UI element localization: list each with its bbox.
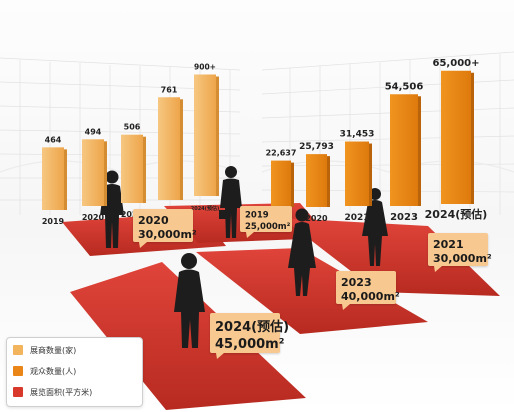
badge-year: 2024(预估): [215, 319, 289, 335]
badge-year: 2019: [245, 211, 269, 221]
area-badge-2024: 2024(预估) 45,000m²: [210, 313, 289, 359]
legend-swatch: [13, 345, 23, 355]
data-label: 65,000+: [433, 58, 480, 69]
category-label: 2024(预估): [191, 205, 220, 212]
legend-swatch: [13, 366, 23, 376]
data-label: 54,506: [385, 81, 424, 92]
data-label: 494: [85, 127, 102, 136]
badge-year: 2023: [341, 276, 372, 289]
badge-pointer: [246, 232, 254, 238]
category-label: 2024(预估): [425, 207, 488, 221]
legend-label: 展览面积(平方米): [30, 387, 93, 397]
bar-side-shade: [471, 72, 474, 204]
bar-visitors: [345, 141, 369, 206]
bars-layer: [42, 70, 474, 210]
area-badges: 202030,000m²201925,000m²202130,000m²2023…: [133, 206, 492, 359]
bar-side-shade: [180, 99, 183, 200]
legend-item-visitors: 观众数量(人): [7, 362, 142, 380]
badge-background: [428, 233, 488, 266]
badge-area: 45,000m²: [215, 337, 284, 352]
bar-visitors: [271, 160, 291, 207]
bar-exhibitors: [42, 147, 64, 210]
bar-exhibitors: [158, 97, 180, 200]
bar-side-shade: [104, 141, 107, 206]
badge-pointer: [139, 242, 147, 248]
badge-background: [336, 271, 396, 304]
carpet-2023: [196, 248, 428, 334]
legend: 展商数量(家) 观众数量(人) 展览面积(平方米): [6, 337, 143, 407]
badge-year: 2021: [433, 238, 464, 251]
category-label: 2021: [121, 210, 144, 219]
badge-pointer: [216, 353, 224, 359]
bar-side-shade: [327, 156, 330, 207]
bar-side-shade: [369, 143, 372, 206]
badge-area: 40,000m²: [341, 290, 400, 303]
legend-item-exhibitors: 展商数量(家): [7, 341, 142, 359]
bar-side-shade: [291, 162, 294, 207]
category-label: 2020: [305, 214, 328, 223]
category-label: 2020: [82, 213, 105, 222]
bar-side-shade: [143, 136, 146, 203]
category-label: 2023: [390, 212, 418, 223]
data-label: 900+: [194, 63, 216, 72]
legend-label: 观众数量(人): [30, 366, 77, 376]
category-label: 2021: [344, 213, 369, 223]
badge-area: 30,000m²: [138, 228, 197, 241]
bar-visitors: [306, 154, 327, 207]
bar-exhibitors: [82, 139, 104, 206]
data-label: 22,637: [266, 149, 297, 158]
bar-side-shade: [64, 149, 67, 210]
bar-exhibitors: [194, 74, 216, 196]
category-label: 2019: [42, 217, 65, 226]
legend-label: 展商数量(家): [30, 345, 77, 355]
data-label: 506: [124, 123, 141, 132]
badge-area: 30,000m²: [433, 252, 492, 265]
bar-exhibitors: [121, 134, 143, 203]
badge-background: [133, 209, 193, 242]
person-silhouette: [219, 166, 242, 238]
data-label: 761: [161, 85, 178, 94]
bar-visitors: [441, 70, 471, 204]
legend-swatch: [13, 387, 23, 397]
badge-background: [240, 206, 292, 232]
background-arches: [0, 160, 514, 173]
carpet-2021: [282, 218, 500, 296]
badge-background: [210, 313, 280, 353]
person-silhouette: [288, 208, 316, 296]
data-label: 31,453: [340, 130, 375, 140]
bar-side-shade: [418, 96, 421, 206]
badge-pointer: [342, 304, 350, 310]
person-silhouette: [174, 253, 205, 348]
badge-pointer: [434, 266, 442, 272]
bar-side-shade: [216, 76, 219, 196]
data-label: 25,793: [299, 142, 334, 152]
bar-visitors: [390, 94, 418, 206]
data-label: 464: [45, 135, 62, 144]
badge-area: 25,000m²: [245, 222, 291, 232]
badge-year: 2020: [138, 214, 169, 227]
legend-item-area: 展览面积(平方米): [7, 383, 142, 401]
background-grid: [0, 51, 514, 215]
